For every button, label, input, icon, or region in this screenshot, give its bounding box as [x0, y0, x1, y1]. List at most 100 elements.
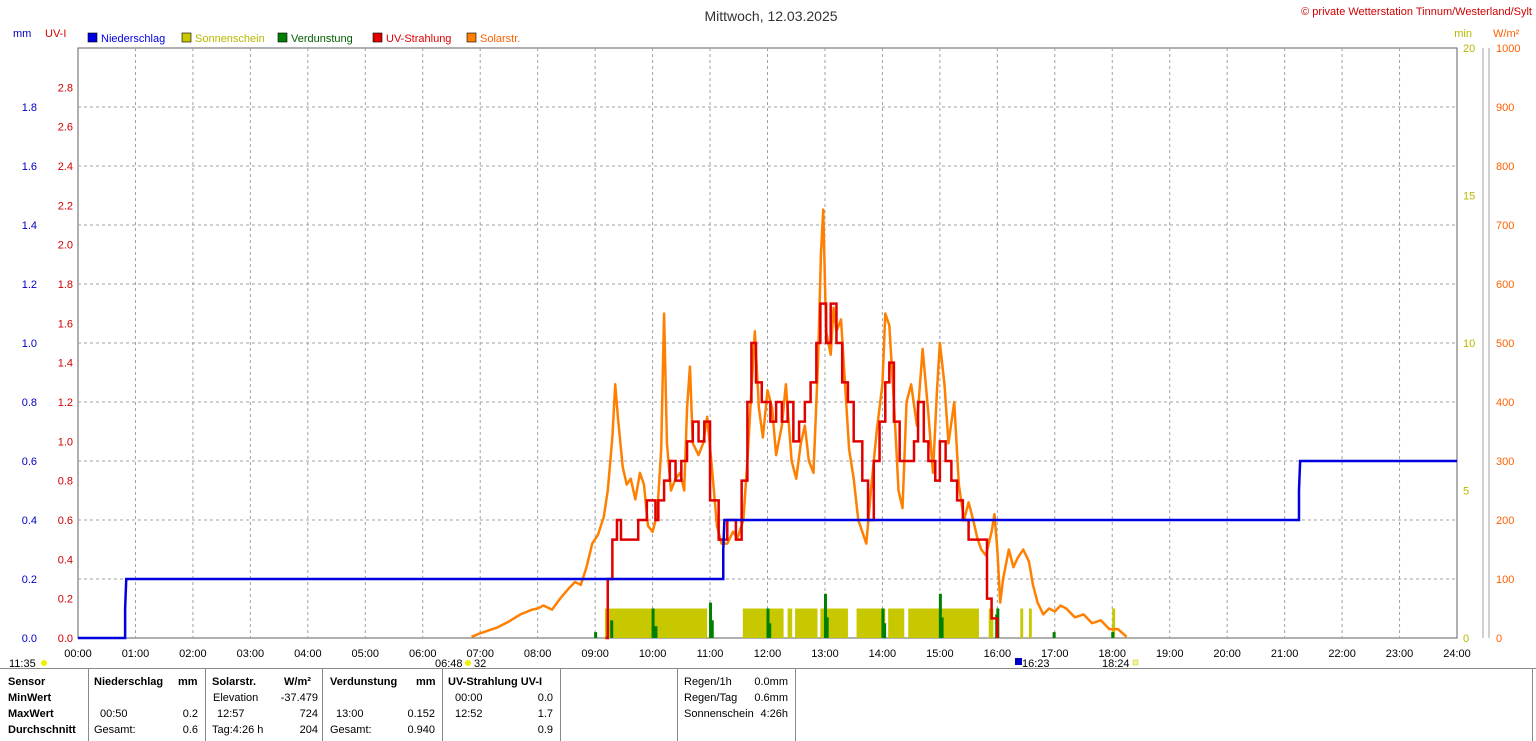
y-tick-label-uvi: 0.2 — [58, 594, 73, 606]
stats-solar-value: 204 — [299, 724, 318, 736]
x-tick-label: 05:00 — [352, 648, 380, 660]
evaporation-bar — [709, 602, 713, 638]
y-tick-label-mm: 1.8 — [22, 102, 37, 114]
x-tick-label: 23:00 — [1386, 648, 1414, 660]
summary-value: 0.6mm — [754, 692, 788, 704]
y-tick-label-min: 5 — [1463, 486, 1469, 498]
y-tick-label-mm: 0.0 — [22, 633, 37, 645]
y-tick-label-min: 15 — [1463, 191, 1475, 203]
y-tick-label-mm: 0.2 — [22, 574, 37, 586]
stats-rain-value: 0.2 — [182, 708, 198, 720]
y-tick-label-uvi: 2.4 — [58, 161, 73, 173]
unit-mm: mm — [13, 28, 31, 40]
sunshine-bar — [1028, 608, 1032, 638]
y-tick-label-wm2: 1000 — [1496, 43, 1520, 55]
x-tick-label: 24:00 — [1443, 648, 1471, 660]
x-tick-label: 18:00 — [1098, 648, 1126, 660]
axes: 00:00 01:00 02:00 03:00 04:00 05:00 06:00 07:00… — [22, 43, 1521, 660]
stats-uv-time: 00:00 — [455, 692, 483, 704]
stats-evap-time: 13:00 — [336, 708, 364, 720]
sunset-label: 18:24 — [1102, 658, 1130, 668]
stats-uv-time: 12:52 — [455, 708, 483, 720]
y-tick-label-uvi: 1.6 — [58, 318, 73, 330]
sunshine-bar — [908, 608, 979, 638]
stats-solar-value: -37.479 — [280, 692, 318, 704]
y-tick-label-mm: 0.4 — [22, 515, 37, 527]
bar-layer — [594, 593, 1116, 638]
stats-header-rain: Niederschlag — [94, 676, 164, 688]
legend-swatch — [87, 32, 98, 43]
daylength-label: 11:35 — [9, 658, 36, 668]
copyright-note: © private Wetterstation Tinnum/Westerlan… — [1301, 6, 1532, 18]
evaporation-bar — [651, 608, 655, 638]
stats-solar-time: 12:57 — [217, 708, 245, 720]
x-tick-label: 20:00 — [1213, 648, 1241, 660]
x-tick-label: 21:00 — [1271, 648, 1299, 660]
evaporation-bar — [823, 593, 827, 638]
y-tick-label-min: 20 — [1463, 43, 1475, 55]
sunrise-value: 32 — [474, 658, 486, 668]
summary-label: Regen/Tag — [684, 692, 738, 704]
sunshine-bar — [888, 608, 905, 638]
chart-title: Mittwoch, 12.03.2025 — [704, 8, 837, 24]
x-tick-label: 02:00 — [179, 648, 207, 660]
stats-header-evap-unit: mm — [416, 676, 436, 688]
y-tick-label-wm2: 700 — [1496, 220, 1514, 232]
sunshine-bar — [795, 608, 818, 638]
divider — [322, 668, 323, 741]
stats-header-sensor: Sensor — [8, 676, 46, 688]
divider — [677, 668, 678, 741]
x-tick-label: 22:00 — [1328, 648, 1356, 660]
x-tick-label: 04:00 — [294, 648, 322, 660]
unit-uvi: UV-I — [45, 28, 66, 40]
sunset-icon — [1132, 659, 1139, 666]
y-tick-label-wm2: 500 — [1496, 338, 1514, 350]
y-tick-label-wm2: 900 — [1496, 102, 1514, 114]
legend-swatch — [181, 32, 192, 43]
divider — [560, 668, 561, 741]
unit-min: min — [1454, 28, 1472, 40]
unit-wm2: W/m² — [1493, 28, 1520, 40]
stats-evap-time: Gesamt: — [330, 724, 372, 736]
x-tick-label: 17:00 — [1041, 648, 1069, 660]
sunshine-bar — [787, 608, 793, 638]
y-tick-label-uvi: 0.4 — [58, 554, 73, 566]
stats-solar-time: Elevation — [213, 692, 259, 704]
evaporation-bar — [825, 617, 829, 638]
line-layer — [78, 208, 1457, 640]
x-tick-label: 09:00 — [581, 648, 609, 660]
sunshine-bar — [653, 608, 708, 638]
evaporation-bar — [610, 620, 614, 638]
legend-label: Niederschlag — [101, 33, 165, 45]
legend-swatch — [466, 32, 477, 43]
y-tick-label-mm: 0.6 — [22, 456, 37, 468]
stats-row-label: MaxWert — [8, 708, 54, 720]
stats-header-evap: Verdunstung — [330, 676, 398, 688]
precipitation-line — [78, 459, 1457, 640]
stats-rain-value: 0.6 — [182, 724, 198, 736]
x-tick-label: 10:00 — [639, 648, 667, 660]
x-tick-label: 14:00 — [869, 648, 897, 660]
stats-uv-value: 1.7 — [537, 708, 553, 720]
legend-label: Sonnenschein — [195, 33, 265, 45]
legend-label: UV-Strahlung — [386, 33, 451, 45]
y-tick-label-min: 0 — [1463, 633, 1469, 645]
y-tick-label-uvi: 2.6 — [58, 122, 73, 134]
stats-header-solar: Solarstr. — [212, 676, 257, 688]
x-tick-label: 15:00 — [926, 648, 954, 660]
sunshine-bar — [1112, 608, 1116, 638]
x-tick-label: 19:00 — [1156, 648, 1184, 660]
y-tick-label-wm2: 600 — [1496, 279, 1514, 291]
uv-radiation-line — [605, 302, 999, 640]
x-tick-label: 01:00 — [122, 648, 150, 660]
y-tick-label-mm: 1.0 — [22, 338, 37, 350]
evaporation-bar — [938, 593, 942, 638]
y-tick-label-uvi: 1.8 — [58, 279, 73, 291]
y-tick-label-uvi: 1.2 — [58, 397, 73, 409]
summary-label: Regen/1h — [684, 676, 732, 688]
solar-radiation-line — [471, 208, 1128, 638]
grid — [77, 47, 1458, 639]
y-tick-label-mm: 1.6 — [22, 161, 37, 173]
x-tick-label: 07:00 — [466, 648, 494, 660]
stats-uv-value: 0.9 — [537, 724, 553, 736]
